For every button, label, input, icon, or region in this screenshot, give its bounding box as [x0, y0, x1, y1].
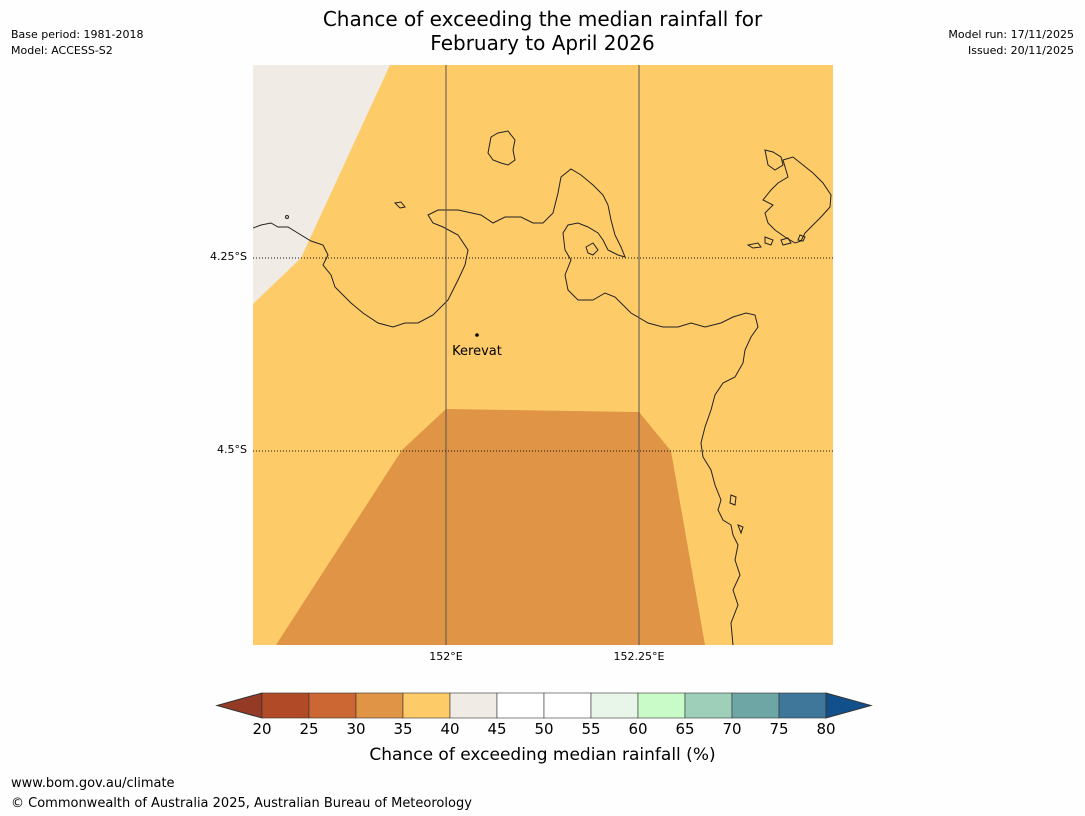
colorbar-tick-label: 60	[628, 720, 648, 738]
coastline	[253, 130, 832, 645]
lon-label-152-25: 152.25°E	[613, 650, 665, 663]
meta-left: Base period: 1981-2018 Model: ACCESS-S2	[11, 27, 143, 59]
issued-date: Issued: 20/11/2025	[967, 44, 1074, 57]
colorbar-tick-label: 70	[722, 720, 742, 738]
region-40-45	[253, 65, 390, 304]
colorbar-tick-label: 30	[346, 720, 366, 738]
colorbar-segment	[402, 692, 451, 719]
title-line-1: Chance of exceeding the median rainfall …	[322, 7, 763, 31]
colorbar-segment	[778, 692, 827, 719]
lon-label-152: 152°E	[429, 650, 463, 663]
colorbar-segment	[684, 692, 733, 719]
colorbar-tick-label: 65	[675, 720, 695, 738]
colorbar-tick-label: 40	[440, 720, 460, 738]
colorbar-segment	[590, 692, 639, 719]
chart-title: Chance of exceeding the median rainfall …	[200, 7, 885, 55]
footer-url[interactable]: www.bom.gov.au/climate	[11, 776, 175, 791]
place-marker	[475, 333, 479, 337]
model-name: Model: ACCESS-S2	[11, 44, 113, 57]
lat-label-4-25: 4.25°S	[210, 250, 247, 263]
colorbar-segment	[308, 692, 357, 719]
colorbar-tick-label: 55	[581, 720, 601, 738]
colorbar-segment	[637, 692, 686, 719]
base-period: Base period: 1981-2018	[11, 28, 144, 41]
colorbar	[215, 692, 873, 719]
colorbar-segment	[731, 692, 780, 719]
colorbar-tick-label: 50	[534, 720, 554, 738]
model-run: Model run: 17/11/2025	[948, 28, 1074, 41]
colorbar-under-arrow	[215, 692, 263, 719]
colorbar-tick-label: 75	[769, 720, 789, 738]
colorbar-tick-label: 25	[299, 720, 319, 738]
title-line-2: February to April 2026	[430, 31, 655, 55]
colorbar-label: Chance of exceeding median rainfall (%)	[369, 745, 716, 765]
map-svg: Kerevat	[253, 65, 833, 645]
colorbar-segment	[543, 692, 592, 719]
colorbar-over-arrow	[825, 692, 873, 719]
place-label: Kerevat	[452, 344, 502, 359]
colorbar-segment	[449, 692, 498, 719]
meta-right: Model run: 17/11/2025 Issued: 20/11/2025	[948, 27, 1074, 59]
footer-copyright: © Commonwealth of Australia 2025, Austra…	[11, 796, 472, 811]
lat-label-4-5: 4.5°S	[217, 443, 247, 456]
colorbar-tick-label: 20	[252, 720, 272, 738]
map-panel: Kerevat	[253, 65, 833, 645]
colorbar-tick-label: 80	[816, 720, 836, 738]
colorbar-segment	[355, 692, 404, 719]
colorbar-segment	[261, 692, 310, 719]
region-30-35	[276, 409, 705, 645]
colorbar-tick-label: 35	[393, 720, 413, 738]
colorbar-segment	[496, 692, 545, 719]
colorbar-tick-label: 45	[487, 720, 507, 738]
